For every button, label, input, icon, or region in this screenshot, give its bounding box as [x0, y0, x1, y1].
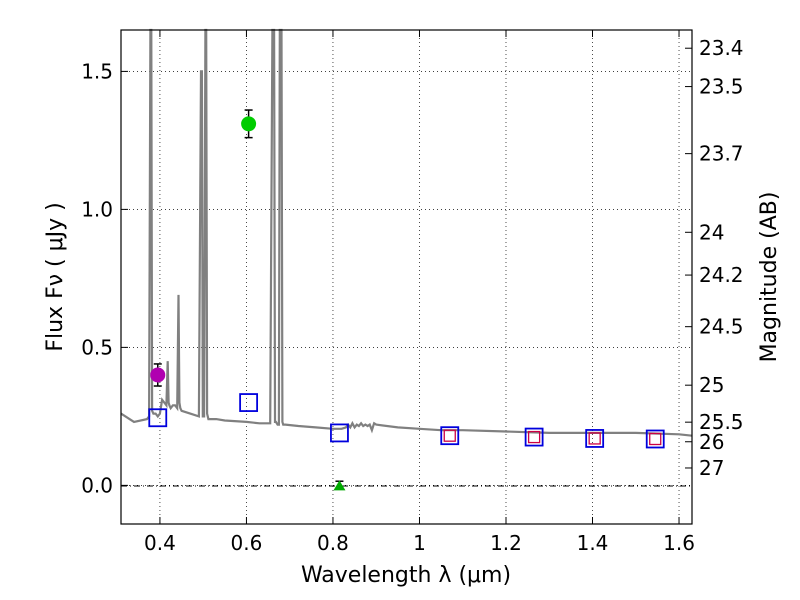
x-tick-label: 1 — [413, 531, 426, 555]
x-tick-label: 1.2 — [490, 531, 522, 555]
y-tick-label: 0.5 — [81, 335, 113, 359]
observed-green-point — [241, 116, 257, 132]
right-tick-label: 26 — [699, 430, 724, 454]
model-photometry-square — [645, 429, 665, 449]
y-tick-label: 0.0 — [81, 473, 113, 497]
data-marks — [148, 109, 665, 491]
right-tick-label: 23.5 — [699, 75, 744, 99]
x-tick-label: 0.4 — [144, 531, 176, 555]
model-spectrum-line — [120, 28, 693, 437]
nir-point-square — [443, 429, 456, 442]
x-tick-label: 0.8 — [317, 531, 349, 555]
model-photometry-square — [148, 408, 168, 428]
model-photometry-square — [330, 423, 349, 443]
model-photometry-square — [524, 427, 544, 447]
nir-point-square — [527, 430, 541, 444]
right-tick-label: 23.7 — [699, 142, 744, 166]
x-tick-label: 0.6 — [231, 531, 263, 555]
plot-frame — [120, 29, 693, 525]
right-tick-label: 25 — [699, 373, 724, 397]
axis-ticks: 0.4 0.6 0.8 1 1.2 1.4 1.6 0.0 0.5 1.0 1.5 23.4 23.5 2… — [81, 30, 744, 555]
right-tick-label: 23.4 — [699, 36, 744, 60]
x-tick-label: 1.6 — [663, 531, 695, 555]
x-tick-label: 1.4 — [577, 531, 609, 555]
right-tick-label: 24.2 — [699, 263, 744, 287]
y-tick-label: 1.0 — [81, 197, 113, 221]
right-tick-label: 25.5 — [699, 410, 744, 434]
right-axis-label: Magnitude (AB) — [757, 192, 782, 363]
right-tick-label: 27 — [699, 456, 724, 480]
model-photometry-square — [585, 429, 605, 448]
nir-point-square — [588, 432, 601, 445]
observed-purple-point — [150, 367, 166, 383]
nir-point-square — [649, 432, 662, 446]
y-tick-label: 1.5 — [81, 59, 113, 83]
model-photometry-square — [440, 426, 460, 446]
y-axis-label: Flux Fν ( μJy ) — [43, 202, 68, 351]
x-axis-label: Wavelength λ (μm) — [301, 563, 511, 588]
right-tick-label: 24.5 — [699, 315, 744, 339]
model-photometry-square — [239, 393, 259, 412]
upper-limit-triangle — [333, 480, 346, 491]
right-tick-label: 24 — [699, 220, 724, 244]
